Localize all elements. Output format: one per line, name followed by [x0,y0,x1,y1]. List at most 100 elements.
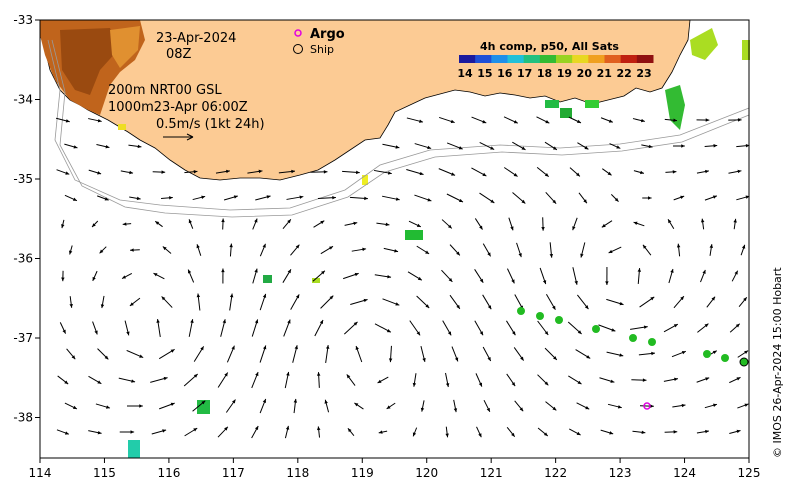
current-arrow [664,430,678,434]
current-arrow [252,268,258,284]
current-arrow [482,346,492,362]
current-arrow [252,218,258,230]
x-tick-label: 122 [544,466,567,480]
current-arrow [128,144,142,149]
current-arrow [56,429,70,435]
argo-legend-icon [294,29,302,37]
current-arrow [226,345,235,363]
current-arrow [354,402,364,410]
current-arrow [96,144,110,149]
current-arrow [453,399,458,413]
x-tick-label: 124 [673,466,696,480]
current-arrow [632,430,646,435]
current-arrow [124,320,130,336]
current-arrow [506,268,515,284]
current-arrow [545,401,557,411]
current-arrow [229,243,233,257]
current-arrow [217,426,229,438]
current-arrow [575,349,591,359]
current-arrow [572,217,578,231]
current-arrow [483,399,491,413]
current-arrow [284,371,290,389]
current-arrow [374,323,392,333]
current-arrow [474,269,484,283]
current-arrow [88,430,102,435]
current-arrow [605,266,609,286]
current-arrow [193,346,205,362]
current-arrow [259,293,267,311]
current-arrow [162,246,172,254]
current-arrow [192,400,206,412]
colorbar-swatch [475,55,492,63]
current-arrow [220,319,226,337]
current-arrow [544,141,558,151]
current-arrow [91,220,99,228]
current-arrow [161,196,173,200]
current-arrow [572,267,578,285]
x-tick-label: 119 [351,466,374,480]
current-arrow [479,141,495,151]
current-arrow [316,426,321,438]
current-arrow [312,270,326,282]
current-arrow [445,372,450,388]
colorbar: 4h comp, p50, All Sats 14 15 16 17 18 19 20 21 2… [457,40,654,80]
current-arrow [631,378,647,382]
current-arrow [320,245,334,255]
current-arrow [508,217,514,231]
current-arrow [696,429,709,434]
current-arrow [314,319,324,337]
current-arrow [451,346,459,362]
current-arrow [251,425,259,439]
current-arrow [578,192,588,204]
ship-legend-label: Ship [310,43,334,56]
scale-label: 0.5m/s (1kt 24h) [156,117,265,132]
current-arrow [55,117,70,123]
current-arrow [95,403,111,409]
current-arrow [446,142,463,150]
current-arrow [129,196,141,201]
colorbar-swatch [636,55,654,63]
current-arrow [56,169,70,175]
current-arrow [188,319,194,337]
current-arrow [663,377,679,382]
current-arrow [568,375,582,385]
current-arrow [641,144,653,149]
current-arrow [665,170,677,174]
current-arrow [512,192,526,204]
current-arrow [482,294,492,310]
current-arrow [382,143,400,149]
current-arrow [536,166,550,178]
current-arrow [158,402,175,410]
current-arrow [259,243,266,257]
current-arrow [343,272,359,280]
current-arrow [663,323,679,333]
current-arrow [386,402,396,410]
current-arrow [221,268,225,284]
current-arrow [282,269,292,283]
current-arrow [282,219,292,229]
current-arrow [317,195,336,200]
current-arrow [119,430,135,434]
current-arrow [449,294,461,310]
current-arrow [225,399,236,413]
current-arrow [638,351,656,356]
current-arrow [406,117,424,123]
current-arrow [576,294,589,310]
current-arrow [184,427,198,437]
current-arrow [471,167,487,177]
current-arrow [539,267,547,285]
current-arrow [738,296,748,308]
current-arrow [88,169,102,175]
current-arrow [728,118,742,122]
colorbar-tick-label: 14 [457,67,473,80]
argo-legend-label: Argo [310,27,345,42]
current-arrow [355,345,363,363]
current-arrow [346,374,356,386]
current-arrow [676,243,681,257]
current-arrow [639,404,654,408]
current-arrow [343,321,358,335]
colorbar-tick-label: 15 [477,67,492,80]
current-arrow [696,377,710,383]
current-arrow [700,218,705,230]
current-arrow [545,293,556,311]
